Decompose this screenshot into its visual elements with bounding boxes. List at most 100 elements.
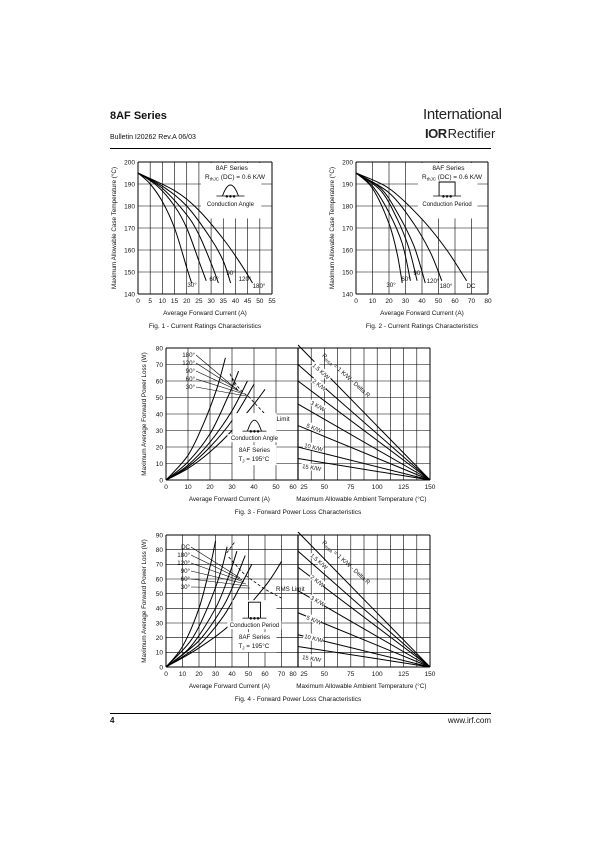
fig3-series-line [165,380,248,481]
fig4-rms-limit-ext [226,541,236,554]
fig4-rms-limit-line [228,556,282,599]
fig3-x2-tick-label: 50 [321,484,329,491]
fig3-y-tick-label: 80 [156,345,164,352]
brand-logo: IORRectifier [425,126,495,141]
fig3-conduction-angle-icon [247,419,262,432]
fig3-y-tick-label: 60 [156,378,164,385]
fig2-x-tick-label: 60 [451,298,459,305]
fig1-x-tick-label: 50 [256,298,264,305]
fig3-x2-tick-label: 100 [372,484,383,491]
fig2-caption: Fig. 2 - Current Ratings Characteristics [366,323,479,330]
fig3-y-tick-label: 20 [156,444,164,451]
fig3-thermal-label-bg [310,360,333,382]
fig3-y-tick-label: 30 [156,428,164,435]
fig1-x-tick-label: 5 [148,298,152,305]
fig2-y-tick-label: 160 [342,247,353,254]
fig3-thermal-label-bg [308,398,327,413]
page-number: 4 [110,716,115,725]
fig4-x2-tick-label: 25 [300,671,308,678]
fig4-thermal-line-top [297,531,431,668]
fig2-series-line [355,172,411,281]
fig2-y-tick-label: 140 [342,291,353,298]
fig1-y-tick-label: 170 [124,225,135,232]
fig3-legend-label: 120° [182,360,195,367]
fig4-series-box-bg [232,632,277,653]
fig1-series-label: 30° [187,282,197,289]
fig3-y-tick-label: 0 [159,477,163,484]
fig4-x-axis-title: Average Forward Current (A) [189,683,270,690]
fig1-annotation-rth: RthJC (DC) = 0.6 K/W [205,174,266,182]
fig4-icon-marker: ●●● [249,616,260,622]
fig4-legend-label: 120° [177,560,190,567]
fig4-caption: Fig. 4 - Forward Power Loss Characterist… [235,696,362,703]
fig3-x2-tick-label: 25 [300,484,308,491]
bulletin-number: Bulletin I20262 Rev.A 06/03 [110,134,196,141]
fig2-icon-marker: ●●● [442,194,453,200]
fig2-x-tick-label: 0 [354,298,358,305]
fig1-x-tick-label: 10 [159,298,167,305]
fig3-thermal-label: 10 K/W [304,443,324,454]
fig3-thermal-label-bg [310,376,329,393]
brand-name-line2: Rectifier [447,126,496,141]
fig3-x-tick-label: 20 [206,484,214,491]
fig4-y-tick-label: 50 [156,591,164,598]
fig2-x-tick-label: 30 [402,298,410,305]
fig4-thermal-label-bg [308,572,326,589]
fig2-series-line [355,172,403,284]
fig2-series-label: 120° [427,278,440,285]
fig2-annotation-series: 8AF Series [432,165,465,172]
fig2-x-tick-label: 40 [418,298,426,305]
website-link[interactable]: www.irf.com [447,716,491,725]
fig1-x-tick-label: 25 [195,298,203,305]
fig3-x-tick-label: 60 [289,484,297,491]
fig3-annotation-conduction: Conduction Angle [231,436,279,442]
fig4-y-tick-label: 20 [156,635,164,642]
fig1-series-label: 90° [226,270,236,277]
fig3-thermal-line [297,458,431,481]
fig3-y-tick-label: 70 [156,362,164,369]
fig2-annotation-rth: RthJC (DC) = 0.6 K/W [422,174,483,182]
fig3-legend-leader [195,386,247,397]
fig2-y-tick-label: 190 [342,181,353,188]
fig4-series-line [165,540,216,668]
fig2-y-tick-label: 200 [342,159,353,166]
fig4-series-line [165,555,246,668]
fig4-thermal-label-bg [304,613,323,626]
fig3-legend-leader [195,378,245,395]
fig3-annotation-series: 8AF Series [239,447,270,454]
fig1-series-line [137,172,219,284]
fig3-x2-axis-title: Maximum Allowable Ambient Temperature (°… [296,495,426,503]
fig1-x-tick-label: 35 [220,298,228,305]
fig4-thermal-label-bg [308,550,331,572]
fig2-series-label: 180° [440,283,453,290]
fig4-thermal-line [297,645,431,668]
fig3-series-line [165,357,226,481]
fig1-x-tick-label: 55 [268,298,276,305]
fig3-caption: Fig. 3 - Forward Power Loss Characterist… [235,509,362,516]
fig1-series-label: 120° [239,276,252,283]
fig4-y-tick-label: 40 [156,606,164,613]
fig4-x-tick-label: 80 [289,671,297,678]
fig3-conduction-label-bg [227,434,282,443]
fig4-x-tick-label: 0 [164,671,168,678]
fig3-x2-tick-label: 75 [347,484,355,491]
fig2-x-axis-title: Average Forward Current (A) [380,310,464,317]
fig1-caption: Fig. 1 - Current Ratings Characteristics [149,323,262,330]
fig4-x2-tick-label: 75 [347,671,355,678]
fig1-x-axis-title: Average Forward Current (A) [163,310,247,317]
fig3-legend-label: 60° [186,376,196,383]
fig4-conduction-period-icon [247,601,261,619]
fig4-thermal-label: 10 K/W [304,634,324,644]
fig4-conduction-label-bg [227,621,282,630]
fig2-annotation-conduction: Conduction Period [422,202,471,208]
fig3-x-axis-title: Average Forward Current (A) [189,496,270,503]
fig1-y-tick-label: 200 [124,159,135,166]
fig3-x2-tick-label: 150 [425,484,436,491]
fig4-legend-leader [190,554,243,581]
fig4-y-axis-title: Maximum Average Forward Power Loss (W) [141,539,148,662]
fig3-legend-label: 30° [186,384,196,391]
fig3-legend-leader [195,354,236,389]
footer-rule [110,713,491,714]
fig4-series-line [165,550,238,668]
